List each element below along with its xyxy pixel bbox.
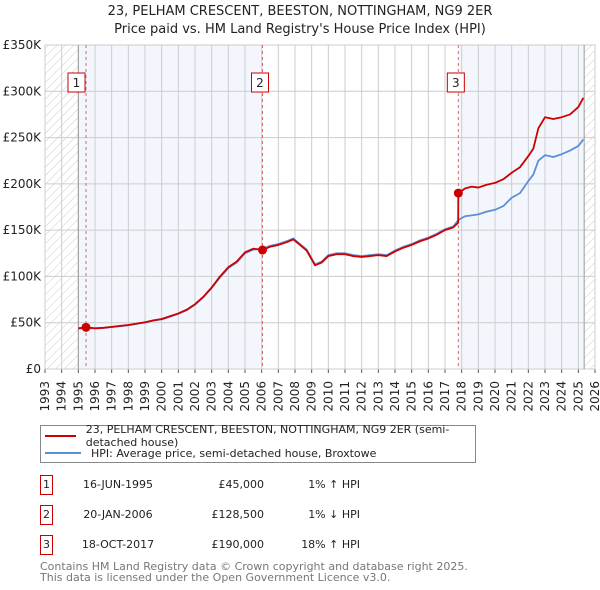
legend-label: 23, PELHAM CRESCENT, BEESTON, NOTTINGHAM… bbox=[85, 423, 450, 449]
x-tick-label: 2016 bbox=[421, 381, 435, 412]
x-tick-label: 2010 bbox=[321, 381, 335, 412]
x-tick-label: 2017 bbox=[438, 381, 452, 412]
x-tick-label: 1997 bbox=[105, 381, 119, 412]
x-tick-label: 2025 bbox=[571, 381, 585, 412]
shade-period-1 bbox=[79, 45, 263, 369]
x-tick-label: 1994 bbox=[55, 381, 69, 412]
sale-date: 20-JAN-2006 bbox=[83, 508, 153, 521]
y-tick-label: £0 bbox=[26, 362, 41, 376]
chart-subtitle: Price paid vs. HM Land Registry's House … bbox=[114, 22, 486, 37]
sale-number-badge: 1 bbox=[40, 475, 53, 495]
x-tick-label: 2019 bbox=[471, 381, 485, 412]
x-tick-label: 2005 bbox=[238, 381, 252, 412]
sale-point bbox=[453, 188, 463, 198]
y-tick-label: £350K bbox=[3, 38, 43, 52]
x-tick-label: 2015 bbox=[405, 381, 419, 412]
sale-date: 18-OCT-2017 bbox=[81, 538, 155, 551]
sale-number-badge: 3 bbox=[40, 535, 53, 555]
y-tick-label: £200K bbox=[3, 177, 43, 191]
x-tick-label: 2020 bbox=[488, 381, 502, 412]
footer-copyright: Contains HM Land Registry data © Crown c… bbox=[40, 560, 468, 573]
sale-label-number: 3 bbox=[452, 76, 460, 90]
sale-point bbox=[81, 322, 91, 332]
price-chart: 1993 1994 1995 1996 1997 1998 1999 2000 2001 2002… bbox=[3, 38, 600, 412]
x-tick-label: 2007 bbox=[271, 381, 285, 412]
x-tick-label: 1995 bbox=[71, 381, 85, 412]
sale-label-number: 2 bbox=[256, 76, 264, 90]
x-tick-label: 2001 bbox=[171, 381, 185, 412]
x-tick-label: 2013 bbox=[371, 381, 385, 412]
sale-hpi-diff: 1% ↓ HPI bbox=[308, 508, 360, 521]
x-tick-label: 2011 bbox=[338, 381, 352, 412]
x-tick-label: 2026 bbox=[588, 381, 600, 412]
x-tick-label: 2002 bbox=[188, 381, 202, 412]
sale-label-number: 1 bbox=[73, 76, 81, 90]
blue-line-icon bbox=[45, 452, 81, 454]
y-tick-label: £50K bbox=[10, 316, 42, 330]
footer-licence: This data is licensed under the Open Gov… bbox=[40, 571, 391, 584]
sale-label-box bbox=[67, 72, 86, 93]
hatch-after-data bbox=[584, 45, 595, 369]
x-tick-label: 2004 bbox=[221, 381, 235, 412]
sale-hpi-diff: 18% ↑ HPI bbox=[301, 538, 360, 551]
legend: 23, PELHAM CRESCENT, BEESTON, NOTTINGHAM… bbox=[40, 423, 476, 463]
y-tick-label: £150K bbox=[3, 223, 43, 237]
sale-row: 1 16-JUN-1995 £45,000 1% ↑ HPI bbox=[40, 475, 600, 495]
sale-price: £190,000 bbox=[211, 538, 265, 551]
sale-date: 16-JUN-1995 bbox=[82, 478, 154, 491]
sale-price: £128,500 bbox=[211, 508, 265, 521]
x-tick-label: 1996 bbox=[88, 381, 102, 412]
x-tick-label: 2003 bbox=[205, 381, 219, 412]
property-price-line bbox=[78, 97, 585, 330]
legend-item-property: 23, PELHAM CRESCENT, BEESTON, NOTTINGHAM… bbox=[45, 423, 475, 449]
x-tick-label: 1993 bbox=[38, 381, 52, 412]
x-tick-label: 2018 bbox=[455, 381, 469, 412]
x-tick-label: 2006 bbox=[255, 381, 269, 412]
x-tick-label: 2014 bbox=[388, 381, 402, 412]
sale-price: £45,000 bbox=[218, 478, 265, 491]
x-tick-label: 2023 bbox=[538, 381, 552, 412]
sale-label-box bbox=[251, 72, 269, 93]
x-tick-label: 2009 bbox=[305, 381, 319, 412]
sale-number-badge: 2 bbox=[40, 505, 53, 525]
x-tick-label: 1998 bbox=[121, 381, 135, 412]
red-line-icon bbox=[45, 435, 76, 437]
x-tick-label: 1999 bbox=[138, 381, 152, 412]
sale-label-box bbox=[446, 72, 465, 93]
sale-row: 2 20-JAN-2006 £128,500 1% ↓ HPI bbox=[40, 505, 600, 525]
x-tick-label: 2021 bbox=[505, 381, 519, 412]
x-tick-label: 2024 bbox=[555, 381, 569, 412]
legend-item-hpi: HPI: Average price, semi-detached house,… bbox=[45, 445, 376, 461]
y-tick-label: £300K bbox=[3, 84, 43, 98]
legend-label: HPI: Average price, semi-detached house,… bbox=[91, 446, 377, 460]
y-tick-label: £250K bbox=[3, 131, 43, 145]
y-tick-label: £100K bbox=[3, 269, 43, 283]
chart-title: 23, PELHAM CRESCENT, BEESTON, NOTTINGHAM… bbox=[107, 4, 493, 19]
sale-row: 3 18-OCT-2017 £190,000 18% ↑ HPI bbox=[40, 535, 600, 555]
sale-hpi-diff: 1% ↑ HPI bbox=[308, 478, 360, 491]
sale-point bbox=[258, 245, 267, 255]
x-tick-label: 2008 bbox=[288, 381, 302, 412]
shade-period-3 bbox=[458, 45, 585, 369]
x-tick-label: 2022 bbox=[521, 381, 535, 412]
plot-border bbox=[44, 44, 596, 370]
x-tick-label: 2012 bbox=[355, 381, 369, 412]
x-tick-label: 2000 bbox=[155, 381, 169, 412]
